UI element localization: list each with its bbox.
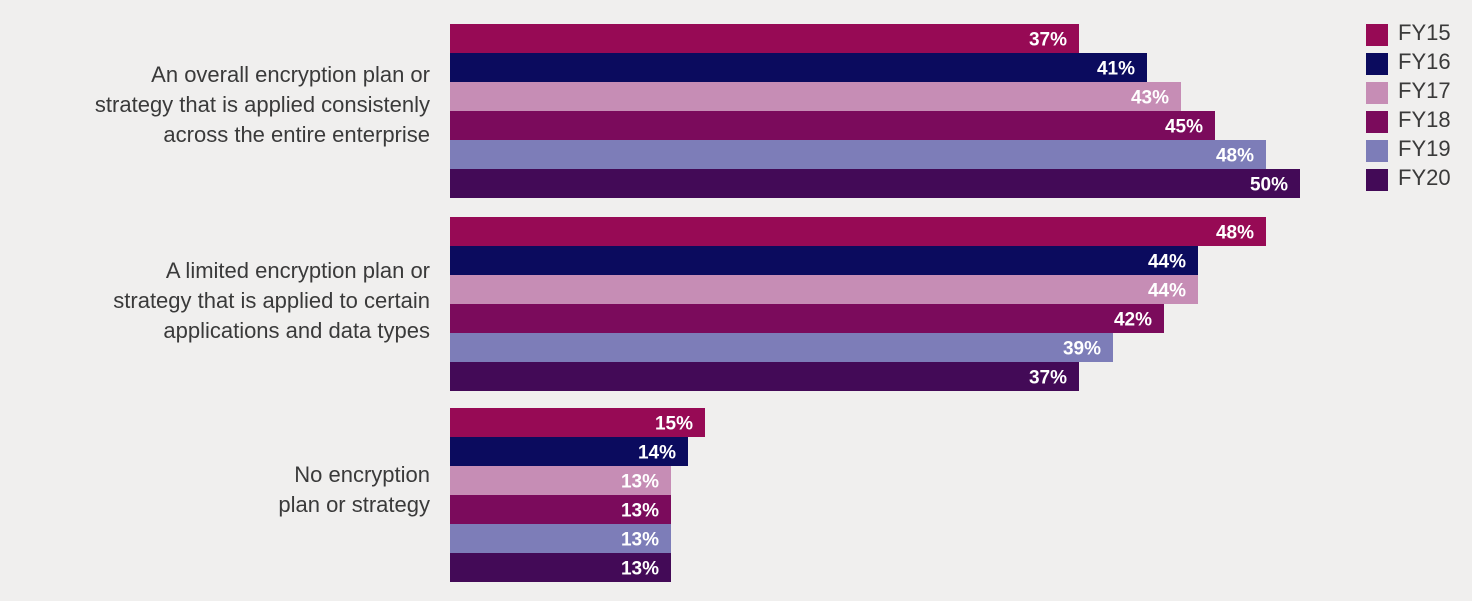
legend-swatch — [1366, 53, 1388, 75]
data-label-fy16-cat3: 14% — [638, 443, 676, 464]
data-label-fy16-cat1: 41% — [1097, 59, 1135, 80]
bar-fy16-cat2 — [450, 246, 1198, 275]
category-label-line: across the entire enterprise — [163, 122, 430, 147]
category-label-line: applications and data types — [163, 318, 430, 343]
data-label-fy17-cat2: 44% — [1148, 281, 1186, 302]
data-label-fy15-cat1: 37% — [1029, 30, 1067, 51]
category-label-line: strategy that is applied consistenly — [94, 92, 430, 117]
data-label-fy18-cat1: 45% — [1165, 117, 1203, 138]
legend-swatch — [1366, 140, 1388, 162]
bar-fy18-cat1 — [450, 111, 1215, 140]
category-label-line: No encryption — [294, 462, 430, 487]
data-label-fy16-cat2: 44% — [1148, 252, 1186, 273]
bar-fy18-cat2 — [450, 304, 1164, 333]
data-label-fy19-cat1: 48% — [1216, 146, 1254, 167]
bar-fy16-cat3 — [450, 437, 688, 466]
category-label-3: No encryption plan or strategy — [0, 460, 430, 520]
bar-fy15-cat1 — [450, 24, 1079, 53]
legend-item-fy20: FY20 — [1366, 163, 1466, 192]
legend: FY15 FY16 FY17 FY18 FY19 FY20 — [1366, 18, 1466, 192]
legend-swatch — [1366, 82, 1388, 104]
bar-fy16-cat1 — [450, 53, 1147, 82]
bar-fy17-cat3 — [450, 466, 671, 495]
legend-swatch — [1366, 111, 1388, 133]
data-label-fy17-cat1: 43% — [1131, 88, 1169, 109]
bar-fy18-cat3 — [450, 495, 671, 524]
legend-swatch — [1366, 169, 1388, 191]
bar-fy15-cat2 — [450, 217, 1266, 246]
legend-item-fy18: FY18 — [1366, 105, 1466, 134]
data-label-fy19-cat3: 13% — [621, 530, 659, 551]
category-label-1: An overall encryption plan or strategy th… — [0, 60, 430, 150]
legend-label: FY15 — [1398, 20, 1451, 45]
legend-label: FY17 — [1398, 78, 1451, 103]
data-label-fy15-cat3: 15% — [655, 414, 693, 435]
bar-fy19-cat3 — [450, 524, 671, 553]
bar-fy17-cat1 — [450, 82, 1181, 111]
legend-label: FY20 — [1398, 165, 1451, 190]
data-label-fy18-cat3: 13% — [621, 501, 659, 522]
legend-label: FY18 — [1398, 107, 1451, 132]
legend-item-fy19: FY19 — [1366, 134, 1466, 163]
bar-fy19-cat2 — [450, 333, 1113, 362]
category-label-line: A limited encryption plan or — [165, 258, 430, 283]
legend-item-fy17: FY17 — [1366, 76, 1466, 105]
data-label-fy15-cat2: 48% — [1216, 223, 1254, 244]
data-label-fy20-cat2: 37% — [1029, 368, 1067, 389]
category-label-line: An overall encryption plan or — [151, 62, 430, 87]
category-label-line: plan or strategy — [278, 492, 430, 517]
legend-label: FY19 — [1398, 136, 1451, 161]
data-label-fy18-cat2: 42% — [1114, 310, 1152, 331]
legend-label: FY16 — [1398, 49, 1451, 74]
legend-item-fy16: FY16 — [1366, 47, 1466, 76]
data-label-fy20-cat3: 13% — [621, 559, 659, 580]
bar-fy20-cat2 — [450, 362, 1079, 391]
data-label-fy20-cat1: 50% — [1250, 175, 1288, 196]
category-label-2: A limited encryption plan or strategy tha… — [0, 256, 430, 346]
bar-fy20-cat1 — [450, 169, 1300, 198]
legend-item-fy15: FY15 — [1366, 18, 1466, 47]
data-label-fy19-cat2: 39% — [1063, 339, 1101, 360]
bar-fy20-cat3 — [450, 553, 671, 582]
bar-fy19-cat1 — [450, 140, 1266, 169]
data-label-fy17-cat3: 13% — [621, 472, 659, 493]
bar-fy15-cat3 — [450, 408, 705, 437]
category-label-line: strategy that is applied to certain — [113, 288, 430, 313]
legend-swatch — [1366, 24, 1388, 46]
bar-fy17-cat2 — [450, 275, 1198, 304]
